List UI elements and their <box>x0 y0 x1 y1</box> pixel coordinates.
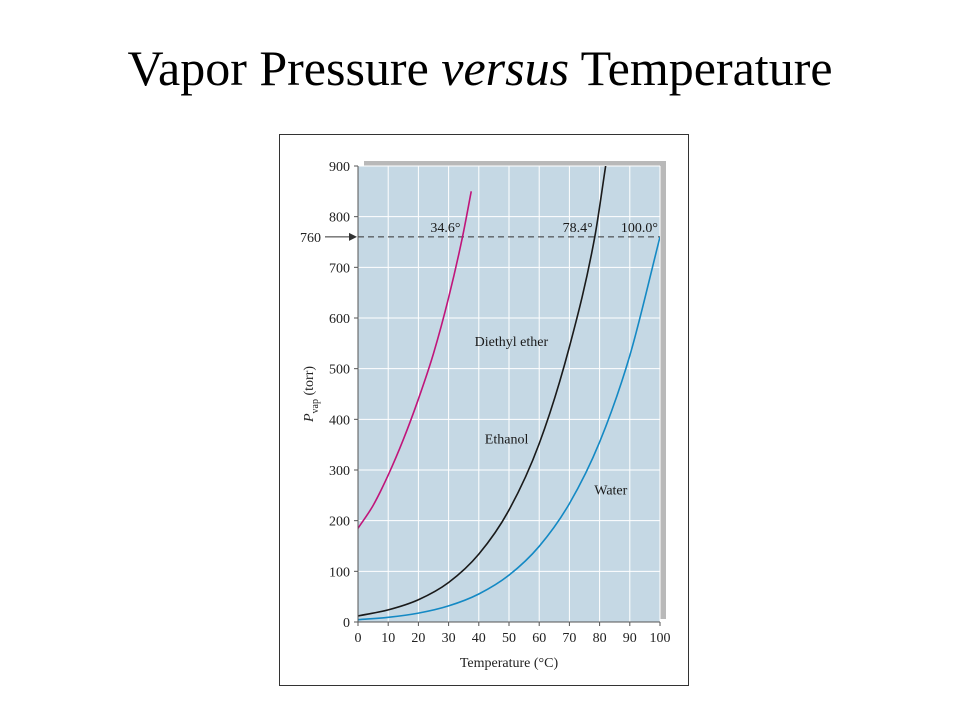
x-tick-label: 0 <box>355 631 362 646</box>
y-tick-label: 100 <box>329 565 350 580</box>
y-tick-label: 0 <box>343 616 350 631</box>
y-tick-label: 800 <box>329 211 350 226</box>
y-axis-label-sub: vap <box>310 399 321 413</box>
title-part-3: Temperature <box>569 40 833 96</box>
series-label-ethanol: Ethanol <box>485 433 529 448</box>
slide-title: Vapor Pressure versus Temperature <box>0 38 960 98</box>
x-tick-label: 40 <box>472 631 486 646</box>
reference-line-group: 760 <box>300 231 660 246</box>
grid-lines <box>358 165 661 622</box>
series-line-water <box>358 236 660 621</box>
axes: 0 100 200 300 400 500 600 700 800 900 0 10 20 30 40 50 6… <box>302 160 671 671</box>
vapor-pressure-chart: 760 34.6° 78.4° 100.0° Diethyl ether Ethano… <box>300 160 671 671</box>
title-part-1: Vapor Pressure <box>127 40 442 96</box>
x-tick-label: 80 <box>593 631 607 646</box>
x-tick-label: 90 <box>623 631 637 646</box>
y-axis-label-main: P <box>302 413 317 423</box>
y-tick-label: 700 <box>329 261 350 276</box>
series-line-diethyl-ether <box>358 191 473 529</box>
x-tick-label: 50 <box>502 631 516 646</box>
y-tick-label: 900 <box>329 160 350 175</box>
x-tick-label: 30 <box>442 631 456 646</box>
reference-arrow-head <box>349 232 357 241</box>
x-tick-label: 20 <box>411 631 425 646</box>
series-line-ethanol <box>358 166 607 617</box>
x-tick-label: 100 <box>650 631 671 646</box>
boiling-point-label: 78.4° <box>563 221 593 236</box>
title-emphasis: versus <box>441 40 570 96</box>
y-axis-label-unit: (torr) <box>302 366 317 399</box>
series-label-water: Water <box>594 483 627 498</box>
x-tick-label: 60 <box>532 631 546 646</box>
y-tick-label: 400 <box>329 413 350 428</box>
boiling-point-label: 34.6° <box>430 221 460 236</box>
y-tick-label: 600 <box>329 312 350 327</box>
series-label-diethyl-ether: Diethyl ether <box>475 335 549 350</box>
y-tick-label: 200 <box>329 515 350 530</box>
y-tick-label: 500 <box>329 363 350 378</box>
reference-line-label: 760 <box>300 231 321 246</box>
x-axis-label: Temperature (°C) <box>460 656 559 671</box>
series-lines <box>358 166 660 621</box>
series-labels: Diethyl ether Ethanol Water <box>475 335 628 498</box>
x-tick-label: 10 <box>381 631 395 646</box>
x-tick-label: 70 <box>562 631 576 646</box>
boiling-point-labels: 34.6° 78.4° 100.0° <box>430 221 658 236</box>
boiling-point-label: 100.0° <box>621 221 658 236</box>
y-tick-label: 300 <box>329 464 350 479</box>
y-axis-label: Pvap (torr) <box>302 366 321 423</box>
